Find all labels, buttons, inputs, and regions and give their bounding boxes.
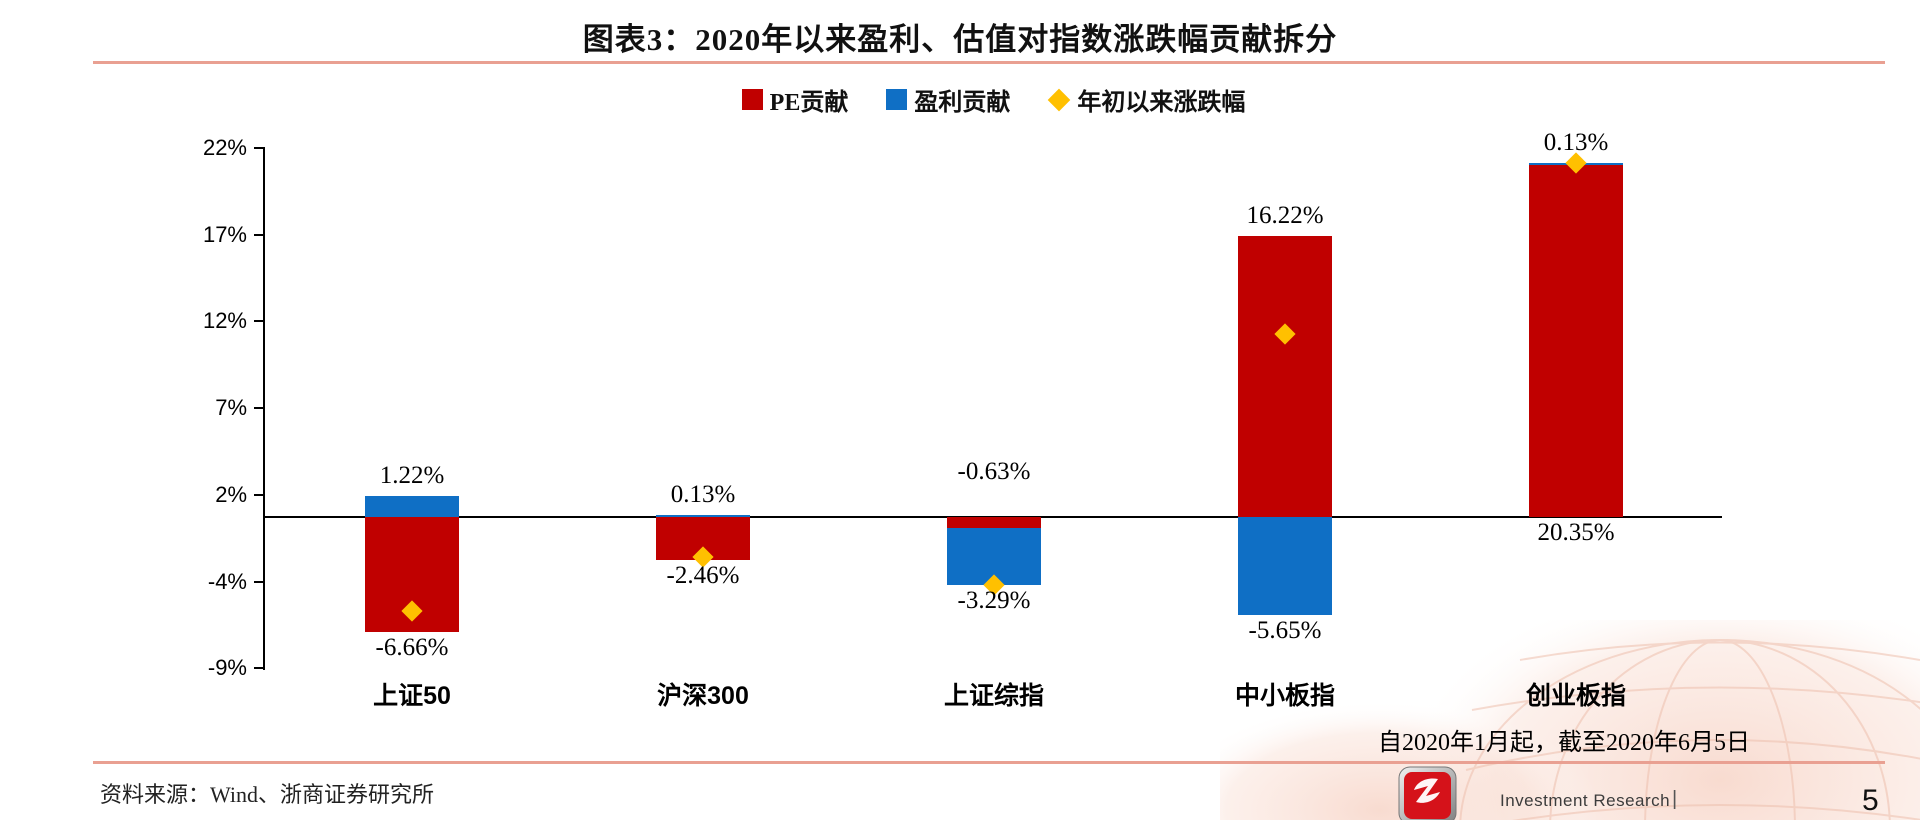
data-label-below: 20.35% (1537, 519, 1615, 546)
legend-label: 年初以来涨跌幅 (1077, 90, 1246, 116)
legend-label: PE贡献 (769, 90, 849, 116)
legend-swatch-pe-icon (741, 89, 763, 110)
brand-text: Investment Research (1500, 791, 1671, 810)
data-label-below: -2.46% (666, 561, 740, 589)
y-axis-tick (254, 147, 263, 149)
globe-watermark (1220, 620, 1920, 820)
bar-segment-pe (947, 517, 1041, 528)
category-label: 上证综指 (943, 682, 1044, 710)
y-tick-label: 22% (202, 135, 247, 160)
y-tick-label: 2% (215, 481, 247, 507)
footer-divider (93, 761, 1885, 764)
y-axis-tick (254, 667, 263, 670)
source-text: 资料来源：Wind、浙商证券研究所 (100, 782, 434, 807)
legend-item-pe: PE贡献 (741, 82, 849, 117)
bar-segment-earnings (365, 495, 459, 517)
date-range-note: 自2020年1月起，截至2020年6月5日 (1378, 730, 1750, 756)
y-axis-tick (254, 580, 263, 583)
legend-swatch-earnings-icon (886, 89, 908, 110)
y-tick-label: 7% (215, 395, 247, 421)
data-label-above: 16.22% (1246, 202, 1324, 230)
data-label-below: -6.66% (375, 634, 449, 662)
y-tick-label: -4% (207, 568, 247, 594)
chart-legend: PE贡献 盈利贡献 年初以来涨跌幅 (265, 82, 1722, 117)
chart-plot-area: 22% 17% 12% 7% 2% -4% -9% 1.22% -6.66% 上证50 0.13% -… (202, 128, 1722, 710)
data-label-above: 0.13% (670, 480, 736, 508)
data-label-above: -0.63% (957, 458, 1031, 485)
page-title: 图表3：2020年以来盈利、估值对指数涨跌幅贡献拆分 (582, 22, 1338, 57)
page-number: 5 (1862, 784, 1879, 817)
bar-segment-earnings (1238, 517, 1332, 615)
y-axis-tick (254, 320, 263, 323)
legend-item-ytd: 年初以来涨跌幅 (1048, 82, 1245, 117)
category-label: 沪深300 (657, 682, 749, 710)
bar-segment-pe (1529, 164, 1623, 517)
data-label-above: 0.13% (1543, 128, 1609, 156)
y-tick-label: 12% (202, 308, 247, 334)
bar-segment-pe (1238, 236, 1332, 517)
zheshang-logo: > (1398, 766, 1457, 820)
y-axis-line (263, 147, 265, 671)
data-label-below: -5.65% (1248, 616, 1322, 644)
bar-segment-earnings (656, 514, 750, 517)
y-axis-tick (254, 493, 263, 496)
data-label-below: -3.29% (957, 586, 1031, 614)
y-tick-label: 17% (202, 221, 247, 247)
legend-item-earnings: 盈利贡献 (886, 82, 1010, 117)
y-tick-label: -9% (207, 655, 247, 681)
brand-separator: | (1672, 788, 1678, 810)
legend-label: 盈利贡献 (914, 90, 1011, 116)
y-axis-tick (254, 233, 263, 236)
category-label: 上证50 (373, 682, 451, 710)
y-axis-tick (254, 407, 263, 410)
title-divider (93, 61, 1885, 64)
category-label: 中小板指 (1234, 682, 1335, 710)
data-label-above: 1.22% (379, 461, 445, 489)
category-label: 创业板指 (1525, 682, 1626, 710)
